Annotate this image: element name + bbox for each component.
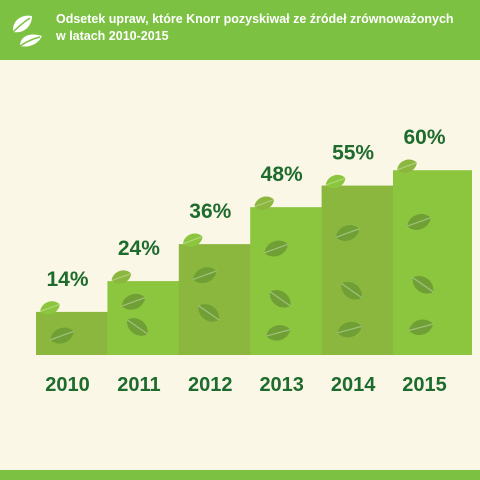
bar-leaf-icon — [265, 325, 291, 341]
bar-2015 — [393, 170, 472, 355]
bar-leaf-icon — [121, 293, 146, 310]
bar-top-leaf-icon — [39, 301, 61, 315]
bar-2014 — [321, 185, 401, 355]
bar-top-leaf-icon — [325, 174, 346, 189]
bar-leaf-icon — [337, 321, 362, 338]
bar-top-leaf-icon — [111, 270, 132, 284]
category-label-2012: 2012 — [188, 374, 233, 396]
bar-group-2015: 60% 2015 — [393, 126, 472, 396]
bar-2011 — [107, 281, 187, 355]
bar-group-2013: 48% 2013 — [250, 163, 330, 396]
bar-group-2014: 55% 2014 — [321, 142, 401, 396]
bar-leaf-icon — [50, 327, 74, 344]
bar-leaf-icon — [341, 281, 363, 300]
bar-group-2010: 14% 2010 — [36, 268, 115, 396]
bar-leaf-icon — [192, 267, 217, 284]
category-label-2011: 2011 — [117, 374, 160, 396]
value-label-2015: 60% — [403, 126, 445, 149]
bar-leaf-icon — [412, 276, 434, 294]
category-label-2014: 2014 — [331, 374, 376, 396]
bar-2010 — [36, 311, 115, 355]
leaf-pair-icon — [12, 15, 42, 47]
bar-leaf-icon — [198, 304, 220, 322]
category-label-2010: 2010 — [45, 374, 90, 396]
bar-leaf-icon — [408, 319, 434, 336]
bar-2013 — [250, 207, 330, 355]
chart-title: Odsetek upraw, które Knorr pozyskiwał ze… — [56, 12, 454, 43]
value-label-2011: 24% — [118, 237, 160, 260]
value-label-2010: 14% — [46, 268, 88, 291]
header-bar: Odsetek upraw, które Knorr pozyskiwał ze… — [0, 0, 480, 60]
bar-leaf-icon — [126, 318, 148, 336]
footer-bar — [0, 470, 480, 480]
value-label-2014: 55% — [332, 142, 374, 165]
bar-leaf-icon — [269, 290, 291, 308]
category-label-2015: 2015 — [402, 374, 447, 396]
bar-top-leaf-icon — [254, 196, 275, 210]
bar-leaf-icon — [335, 225, 360, 241]
value-label-2013: 48% — [261, 163, 303, 186]
bar-group-2011: 24% 2011 — [107, 237, 187, 396]
bar-2012 — [178, 244, 258, 355]
value-label-2012: 36% — [189, 200, 231, 223]
bar-top-leaf-icon — [182, 233, 203, 247]
bar-leaf-icon — [264, 240, 289, 257]
bar-chart: 14% 2010 24% 2011 36% 2012 48% 2013 55% 2014 60% 20… — [36, 126, 472, 396]
category-label-2013: 2013 — [259, 374, 304, 396]
bar-leaf-icon — [407, 214, 431, 230]
bar-group-2012: 36% 2012 — [178, 200, 258, 396]
bar-top-leaf-icon — [396, 159, 418, 173]
